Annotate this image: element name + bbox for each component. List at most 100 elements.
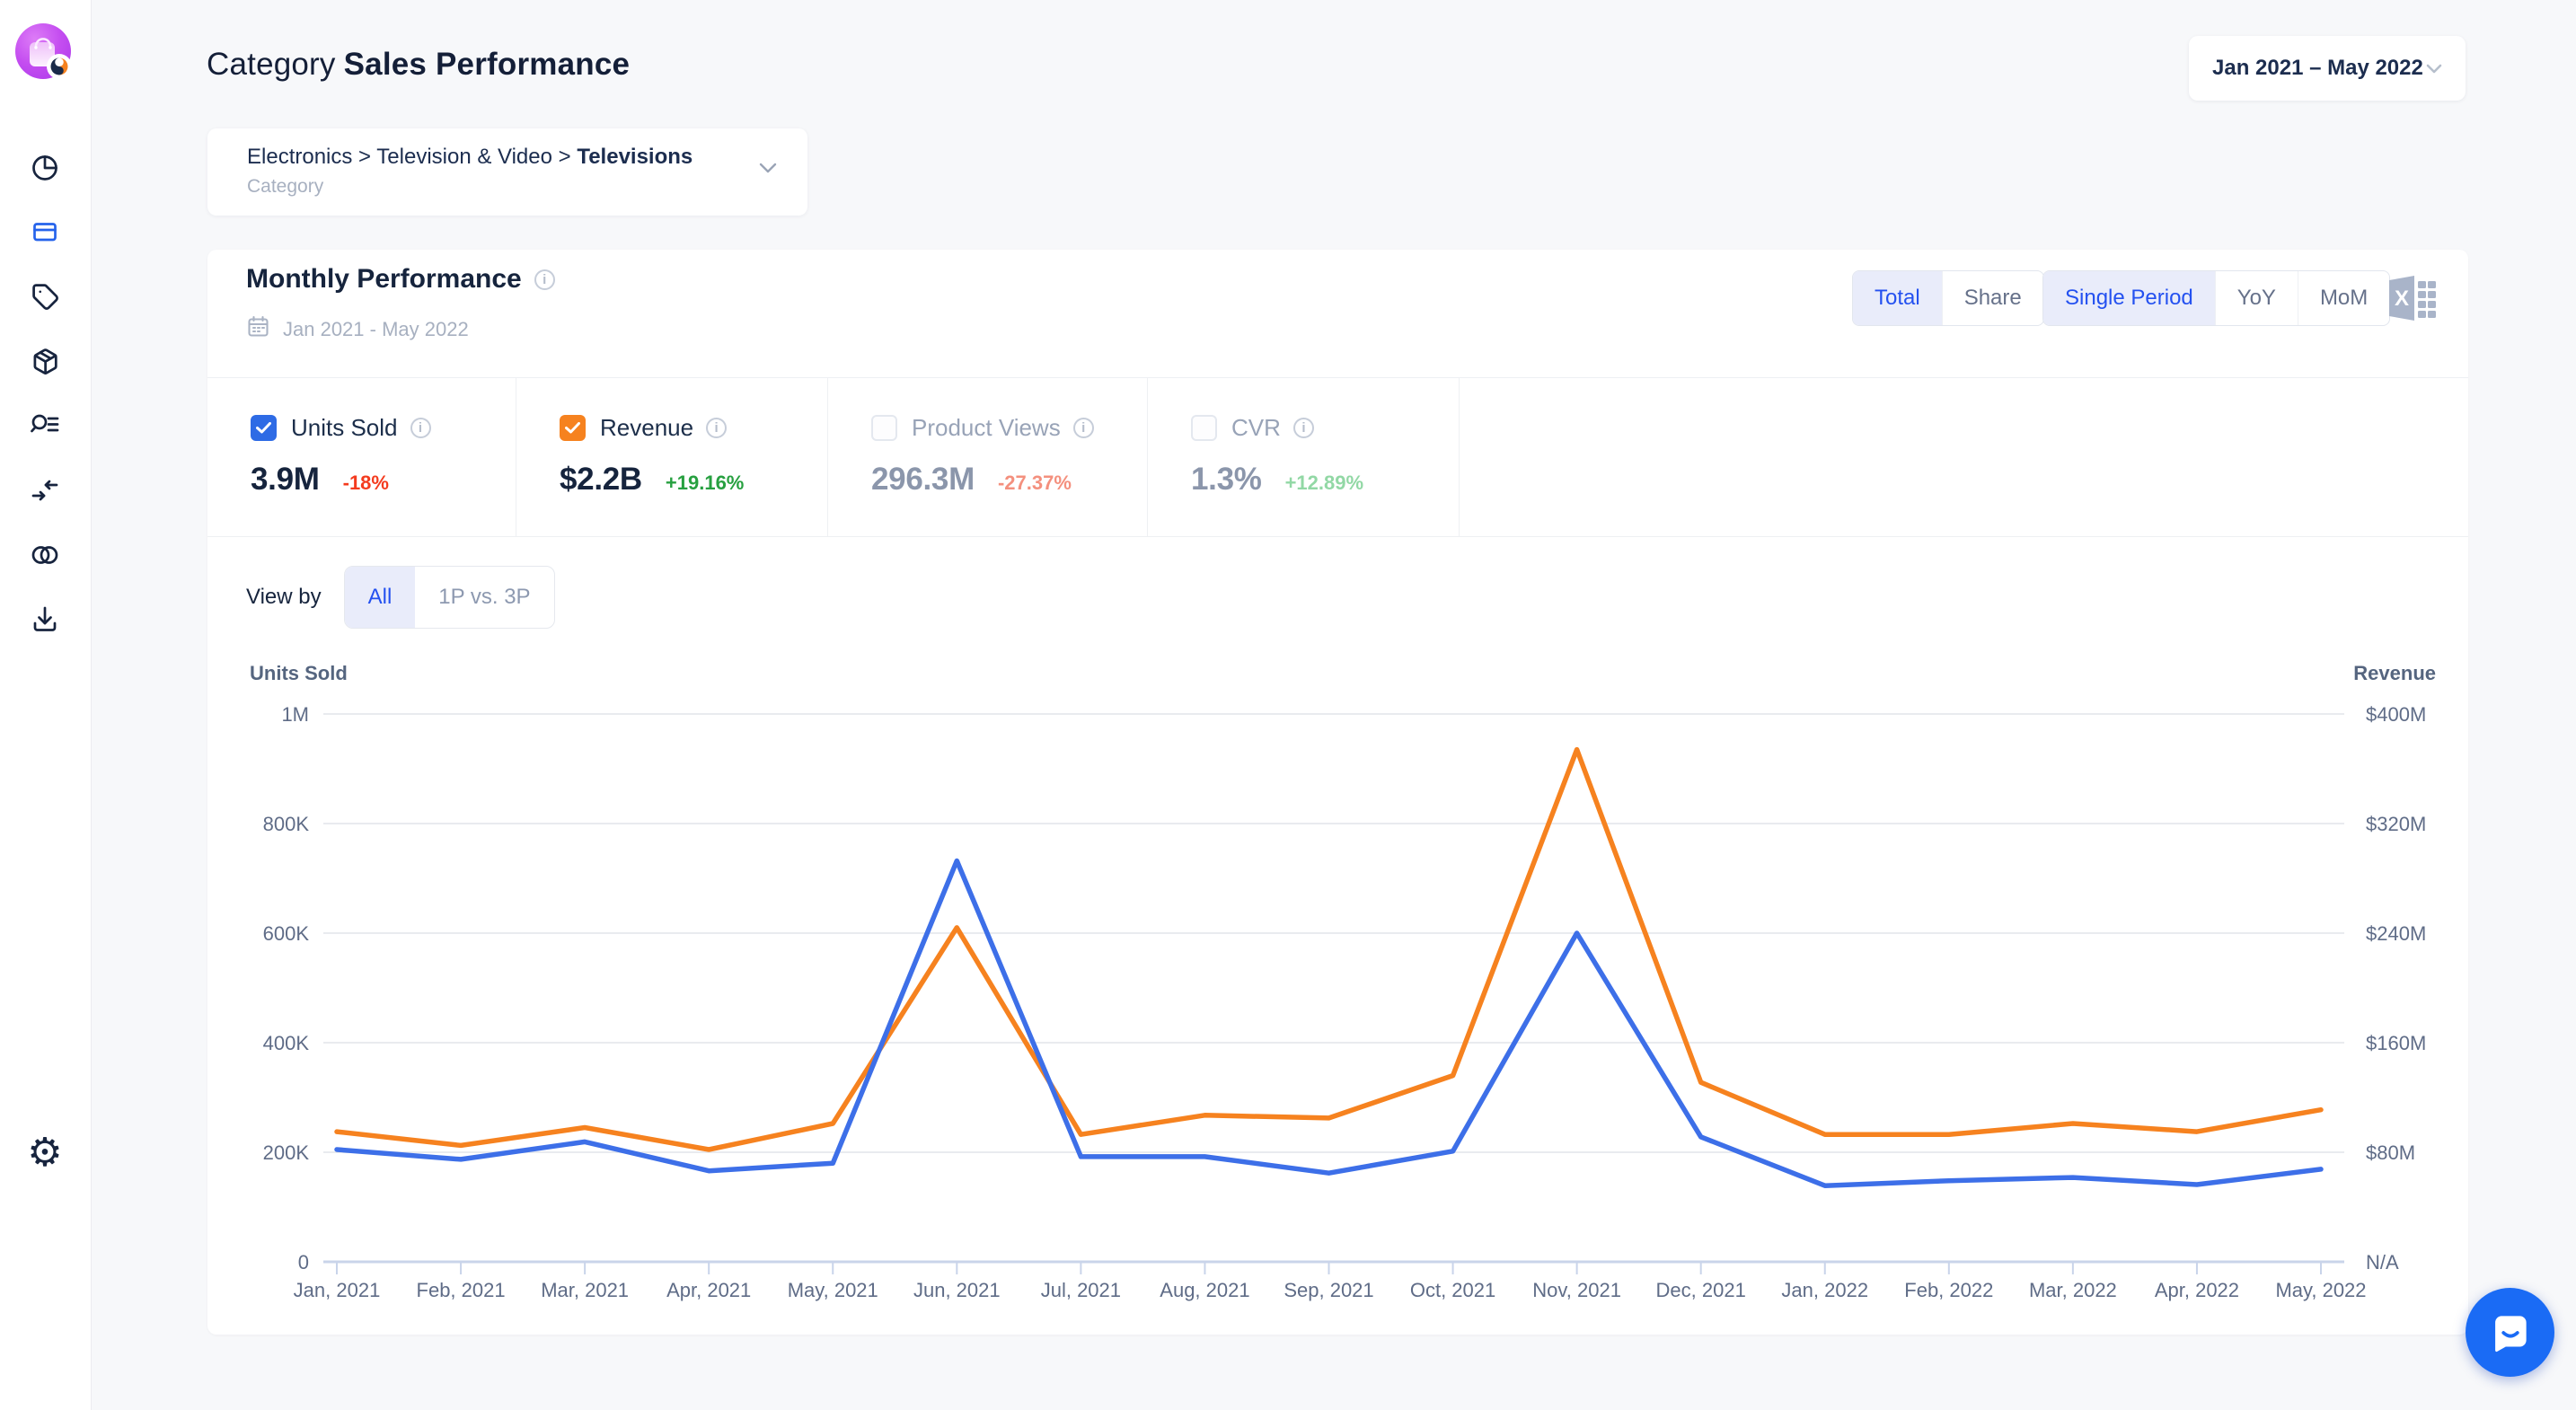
info-icon[interactable]: i	[410, 418, 431, 438]
svg-text:Sep, 2021: Sep, 2021	[1284, 1279, 1373, 1301]
toggle-single-period[interactable]: Single Period	[2043, 271, 2215, 325]
metric-value: 1.3%	[1191, 462, 1262, 498]
pie-chart-icon[interactable]	[27, 149, 63, 185]
chat-button[interactable]	[2466, 1288, 2554, 1377]
metric-card-units-sold: Units Sold i 3.9M -18%	[207, 378, 516, 536]
view-by-all[interactable]: All	[345, 567, 416, 628]
svg-text:Jun, 2021: Jun, 2021	[913, 1279, 1001, 1301]
product-views-checkbox[interactable]	[871, 415, 897, 441]
view-by-row: View by All 1P vs. 3P	[246, 566, 555, 629]
breadcrumb-path: Electronics > Television & Video >	[247, 145, 577, 169]
info-icon[interactable]: i	[1073, 418, 1094, 438]
svg-text:200K: 200K	[263, 1141, 310, 1164]
metric-value: 3.9M	[251, 462, 320, 498]
toggle-share[interactable]: Share	[1942, 271, 2043, 325]
monthly-performance-panel: Monthly Performance i Jan 2021 - May 202…	[207, 250, 2468, 1335]
svg-text:Mar, 2022: Mar, 2022	[2029, 1279, 2117, 1301]
shopping-bag-avatar	[15, 23, 75, 83]
panel-title: Monthly Performance	[246, 264, 522, 295]
panel-date-range: Jan 2021 - May 2022	[283, 318, 469, 341]
excel-export-icon[interactable]: X	[2386, 272, 2439, 324]
svg-text:Feb, 2021: Feb, 2021	[417, 1279, 506, 1301]
info-icon[interactable]: i	[534, 269, 555, 290]
settings-glyph: ⚙	[27, 1131, 62, 1175]
metric-card-product-views: Product Views i 296.3M -27.37%	[828, 378, 1148, 536]
svg-text:X: X	[2395, 286, 2409, 311]
svg-text:Oct, 2021: Oct, 2021	[1410, 1279, 1495, 1301]
svg-text:$160M: $160M	[2366, 1032, 2426, 1054]
metric-strip: Units Sold i 3.9M -18% Revenue i $2.	[207, 377, 2468, 537]
period-toggle: Single Period YoY MoM	[2042, 270, 2390, 326]
category-selector-card[interactable]: Electronics > Television & Video > Telev…	[207, 128, 807, 216]
category-overview-icon[interactable]	[27, 214, 63, 250]
chat-bubble-icon	[2485, 1308, 2536, 1358]
toggle-total[interactable]: Total	[1853, 271, 1942, 325]
metric-label: Units Sold	[291, 414, 398, 442]
breadcrumb-current: Televisions	[577, 145, 693, 169]
toggle-yoy[interactable]: YoY	[2215, 271, 2298, 325]
metric-delta: -27.37%	[998, 471, 1072, 495]
toggle-mom[interactable]: MoM	[2298, 271, 2389, 325]
sidebar-nav	[0, 149, 90, 638]
tag-icon[interactable]	[27, 278, 63, 314]
svg-text:$80M: $80M	[2366, 1141, 2415, 1164]
svg-text:Aug, 2021: Aug, 2021	[1160, 1279, 1249, 1301]
view-by-1p-3p[interactable]: 1P vs. 3P	[415, 567, 553, 628]
svg-text:Jan, 2021: Jan, 2021	[294, 1279, 381, 1301]
svg-text:Apr, 2022: Apr, 2022	[2155, 1279, 2239, 1301]
breadcrumb-sublabel: Category	[247, 176, 323, 198]
revenue-checkbox[interactable]	[560, 415, 586, 441]
metric-value: 296.3M	[871, 462, 975, 498]
metric-label: CVR	[1231, 414, 1281, 442]
search-list-icon[interactable]	[27, 408, 63, 444]
metric-delta: +12.89%	[1285, 471, 1363, 495]
cvr-checkbox[interactable]	[1191, 415, 1217, 441]
venn-diagram-icon[interactable]	[27, 537, 63, 573]
svg-text:Jul, 2021: Jul, 2021	[1041, 1279, 1121, 1301]
svg-text:Dec, 2021: Dec, 2021	[1656, 1279, 1746, 1301]
view-by-toggle: All 1P vs. 3P	[344, 566, 555, 629]
svg-text:Feb, 2022: Feb, 2022	[1904, 1279, 1993, 1301]
svg-text:$320M: $320M	[2366, 813, 2426, 835]
svg-text:Revenue: Revenue	[2353, 662, 2436, 684]
svg-text:Mar, 2021: Mar, 2021	[541, 1279, 629, 1301]
settings-gear-icon[interactable]: ⚙	[0, 1130, 90, 1176]
metric-label: Product Views	[912, 414, 1061, 442]
performance-chart[interactable]: 0 200K 400K 600K 800K 1M N/A $80M $160M $240M $320…	[207, 656, 2468, 1325]
svg-text:Units Sold: Units Sold	[250, 662, 348, 684]
svg-text:N/A: N/A	[2366, 1251, 2399, 1273]
units-sold-checkbox[interactable]	[251, 415, 277, 441]
metric-delta: +19.16%	[666, 471, 744, 495]
date-range-picker[interactable]: Jan 2021 – May 2022	[2189, 36, 2466, 101]
app-root: ⚙ CategorySales Performance Jan 2021 – M…	[0, 0, 2576, 1410]
metric-delta: -18%	[343, 471, 389, 495]
svg-text:1M: 1M	[281, 703, 309, 726]
page-title-bold: Sales Performance	[344, 47, 631, 82]
page-title-prefix: Category	[207, 47, 336, 82]
svg-text:$240M: $240M	[2366, 922, 2426, 945]
total-share-toggle: Total Share	[1852, 270, 2044, 326]
metric-card-cvr: CVR i 1.3% +12.89%	[1148, 378, 1460, 536]
svg-text:Apr, 2021: Apr, 2021	[666, 1279, 751, 1301]
sidebar: ⚙	[0, 0, 92, 1410]
chevron-down-icon	[2426, 64, 2442, 74]
svg-text:600K: 600K	[263, 922, 310, 945]
svg-text:Nov, 2021: Nov, 2021	[1532, 1279, 1621, 1301]
package-icon[interactable]	[27, 343, 63, 379]
svg-text:800K: 800K	[263, 813, 310, 835]
metric-label: Revenue	[600, 414, 693, 442]
info-icon[interactable]: i	[706, 418, 727, 438]
svg-text:May, 2021: May, 2021	[788, 1279, 878, 1301]
calendar-icon	[246, 314, 270, 344]
svg-text:$400M: $400M	[2366, 703, 2426, 726]
metric-card-revenue: Revenue i $2.2B +19.16%	[516, 378, 828, 536]
date-range-value: Jan 2021 – May 2022	[2212, 56, 2423, 81]
avatar[interactable]	[15, 23, 75, 83]
svg-text:0: 0	[298, 1251, 309, 1273]
svg-text:400K: 400K	[263, 1032, 310, 1054]
download-icon[interactable]	[27, 602, 63, 638]
chevron-down-icon[interactable]	[759, 163, 777, 173]
breadcrumb: Electronics > Television & Video > Telev…	[247, 145, 693, 170]
merge-arrows-icon[interactable]	[27, 472, 63, 508]
info-icon[interactable]: i	[1293, 418, 1314, 438]
